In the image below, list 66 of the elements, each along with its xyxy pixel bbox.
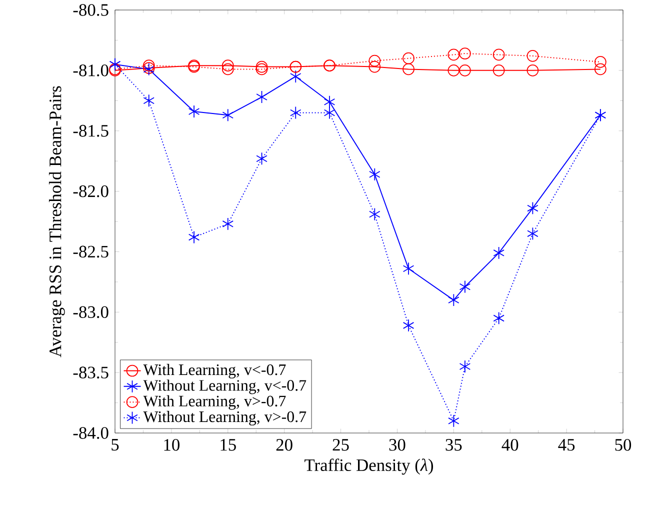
point bbox=[492, 64, 505, 76]
legend-label: With Learning, v>-0.7 bbox=[143, 395, 286, 410]
point bbox=[492, 48, 505, 61]
point bbox=[256, 152, 268, 166]
point bbox=[222, 217, 234, 230]
point bbox=[459, 48, 471, 60]
point bbox=[493, 246, 504, 260]
x-tick-label: 30 bbox=[389, 439, 406, 451]
point bbox=[526, 50, 539, 62]
point bbox=[222, 63, 234, 76]
y-tick-label: -81.0 bbox=[73, 64, 108, 76]
point bbox=[459, 64, 471, 76]
point bbox=[448, 294, 460, 306]
point bbox=[527, 227, 538, 240]
point bbox=[222, 60, 234, 72]
x-tick-label: 35 bbox=[446, 439, 462, 451]
point bbox=[324, 95, 336, 108]
y-axis-title: Average RSS in Threshold Beam-Pairs bbox=[48, 86, 65, 358]
x-tick-label: 50 bbox=[615, 439, 632, 451]
point bbox=[143, 94, 154, 108]
legend-label: Without Learning, v>-0.7 bbox=[143, 410, 306, 426]
point bbox=[402, 63, 414, 76]
y-tick-label: -82.5 bbox=[73, 246, 108, 258]
y-tick-label: -83.0 bbox=[73, 306, 108, 318]
point bbox=[368, 54, 381, 67]
point bbox=[402, 52, 414, 64]
x-tick-label: 45 bbox=[558, 439, 575, 451]
point bbox=[459, 280, 471, 294]
point bbox=[448, 48, 460, 61]
point bbox=[188, 105, 200, 118]
x-tick-label: 15 bbox=[220, 439, 236, 451]
y-tick-label: -81.5 bbox=[73, 124, 108, 137]
point bbox=[369, 168, 380, 181]
point bbox=[459, 360, 471, 373]
point bbox=[290, 106, 302, 120]
point bbox=[324, 106, 336, 120]
point bbox=[594, 63, 606, 76]
point bbox=[369, 208, 380, 221]
point bbox=[290, 70, 302, 83]
point bbox=[402, 319, 414, 332]
y-tick-label: -80.5 bbox=[73, 4, 108, 16]
point bbox=[527, 202, 538, 215]
point bbox=[402, 262, 414, 276]
point bbox=[594, 56, 606, 68]
point bbox=[368, 60, 381, 73]
point bbox=[256, 90, 268, 104]
point bbox=[448, 414, 460, 428]
x-tick-label: 10 bbox=[164, 439, 180, 451]
point bbox=[526, 64, 539, 76]
x-axis-title: Traffic Density (λ) bbox=[304, 458, 434, 475]
legend-label: Without Learning, v<-0.7 bbox=[143, 380, 306, 394]
point bbox=[448, 64, 460, 76]
point bbox=[256, 63, 268, 76]
y-tick-label: -82.0 bbox=[73, 185, 108, 198]
point bbox=[222, 108, 234, 122]
x-tick-label: 40 bbox=[502, 439, 518, 451]
point bbox=[256, 60, 268, 73]
x-tick-label: 5 bbox=[112, 439, 119, 451]
x-tick-label: 25 bbox=[332, 439, 349, 451]
point bbox=[188, 230, 200, 244]
point bbox=[142, 60, 155, 72]
y-tick-label: -83.5 bbox=[73, 366, 108, 378]
legend-label: With Learning, v<-0.7 bbox=[143, 364, 286, 378]
point bbox=[493, 312, 504, 325]
y-tick-label: -84.0 bbox=[73, 427, 108, 439]
x-tick-label: 20 bbox=[276, 439, 292, 451]
